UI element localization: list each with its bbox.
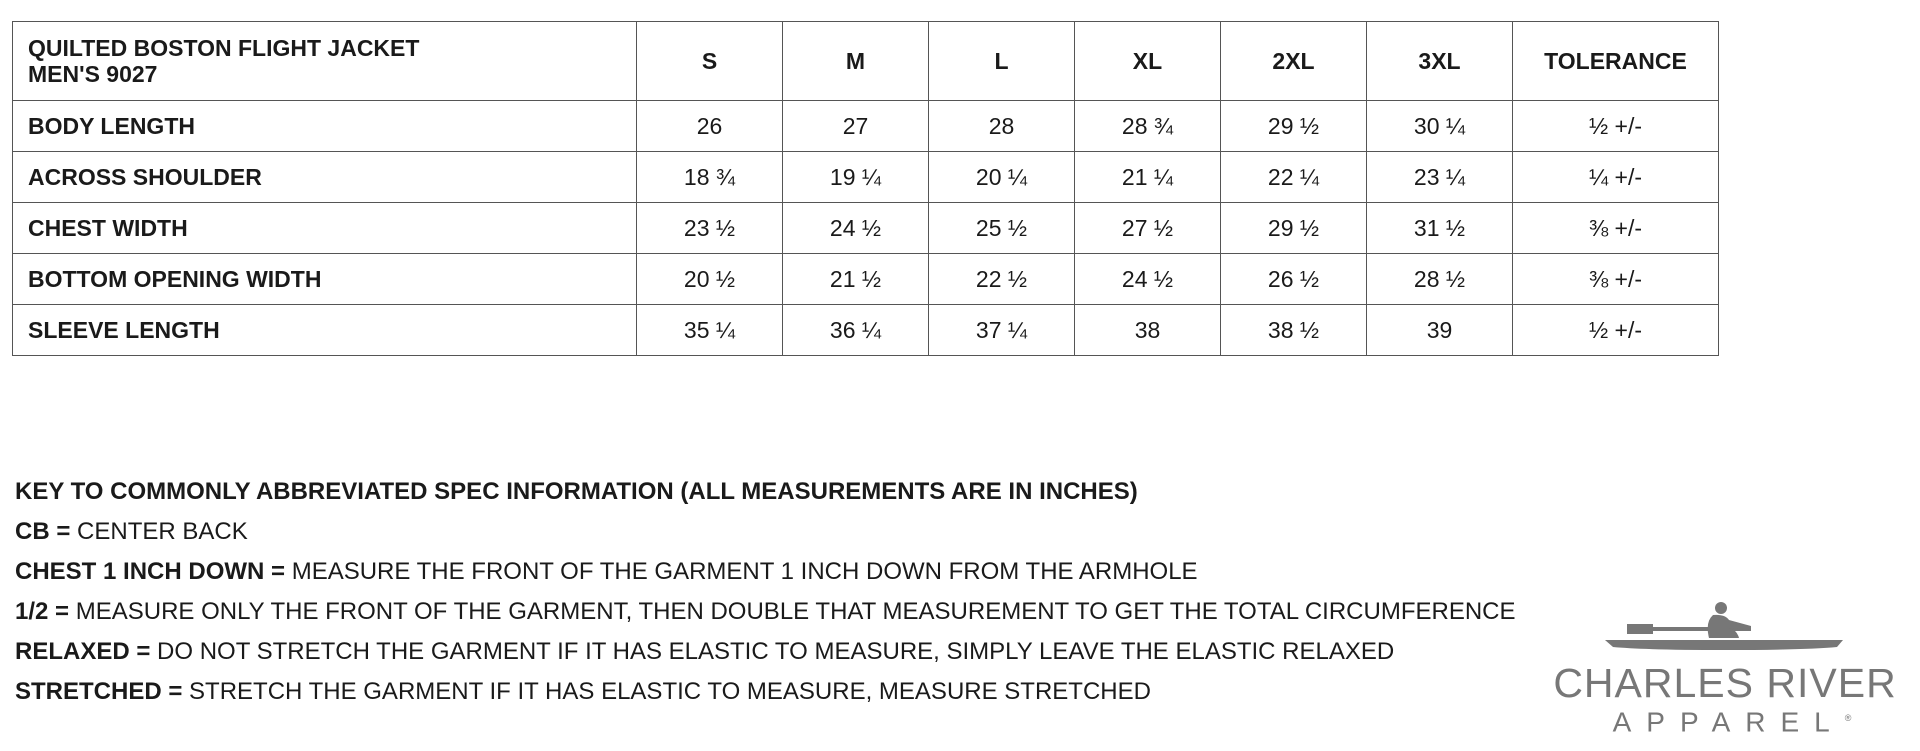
tolerance-header: TOLERANCE xyxy=(1512,21,1719,101)
size-header-3xl: 3XL xyxy=(1366,21,1513,101)
size-header-xl: XL xyxy=(1074,21,1221,101)
row-label: CHEST WIDTH xyxy=(12,202,637,254)
product-title: QUILTED BOSTON FLIGHT JACKET MEN'S 9027 xyxy=(12,21,637,101)
size-spec-table: QUILTED BOSTON FLIGHT JACKET MEN'S 9027 S… xyxy=(12,21,1719,356)
key-item: RELAXED = DO NOT STRETCH THE GARMENT IF … xyxy=(15,632,1516,672)
key-term: 1/2 = xyxy=(15,598,70,625)
row-label: ACROSS SHOULDER xyxy=(12,151,637,203)
cell: 26 xyxy=(636,100,783,152)
table-row: BOTTOM OPENING WIDTH 20 ½ 21 ½ 22 ½ 24 ½… xyxy=(12,253,1719,305)
cell: 27 ½ xyxy=(1074,202,1221,254)
tolerance-cell: ⅜ +/- xyxy=(1512,253,1719,305)
key-item: CHEST 1 INCH DOWN = MEASURE THE FRONT OF… xyxy=(15,552,1516,592)
tolerance-cell: ¼ +/- xyxy=(1512,151,1719,203)
cell: 21 ½ xyxy=(782,253,929,305)
key-title: KEY TO COMMONLY ABBREVIATED SPEC INFORMA… xyxy=(15,478,1138,505)
key-definition: CENTER BACK xyxy=(70,518,248,545)
logo-line1: CHARLES RIVER xyxy=(1553,660,1897,706)
table-row: ACROSS SHOULDER 18 ¾ 19 ¼ 20 ¼ 21 ¼ 22 ¼… xyxy=(12,151,1719,203)
cell: 30 ¼ xyxy=(1366,100,1513,152)
size-header-s: S xyxy=(636,21,783,101)
abbreviation-key: KEY TO COMMONLY ABBREVIATED SPEC INFORMA… xyxy=(15,472,1516,712)
cell: 24 ½ xyxy=(1074,253,1221,305)
rower-boat-icon xyxy=(1605,602,1843,650)
cell: 25 ½ xyxy=(928,202,1075,254)
product-style: MEN'S 9027 xyxy=(28,61,158,87)
cell: 28 ¾ xyxy=(1074,100,1221,152)
key-definition: STRETCH THE GARMENT IF IT HAS ELASTIC TO… xyxy=(182,678,1151,705)
cell: 20 ½ xyxy=(636,253,783,305)
tolerance-cell: ½ +/- xyxy=(1512,100,1719,152)
cell: 20 ¼ xyxy=(928,151,1075,203)
cell: 22 ¼ xyxy=(1220,151,1367,203)
charles-river-logo: CHARLES RIVER APPAREL® xyxy=(1550,600,1900,740)
cell: 23 ¼ xyxy=(1366,151,1513,203)
row-label: BODY LENGTH xyxy=(12,100,637,152)
cell: 29 ½ xyxy=(1220,202,1367,254)
tolerance-cell: ⅜ +/- xyxy=(1512,202,1719,254)
row-label: SLEEVE LENGTH xyxy=(12,304,637,356)
table-row: CHEST WIDTH 23 ½ 24 ½ 25 ½ 27 ½ 29 ½ 31 … xyxy=(12,202,1719,254)
cell: 27 xyxy=(782,100,929,152)
size-header-m: M xyxy=(782,21,929,101)
cell: 35 ¼ xyxy=(636,304,783,356)
cell: 38 xyxy=(1074,304,1221,356)
cell: 18 ¾ xyxy=(636,151,783,203)
registered-mark: ® xyxy=(1844,713,1852,723)
cell: 36 ¼ xyxy=(782,304,929,356)
cell: 37 ¼ xyxy=(928,304,1075,356)
cell: 22 ½ xyxy=(928,253,1075,305)
logo-apparel: APPAREL xyxy=(1612,706,1845,738)
row-label: BOTTOM OPENING WIDTH xyxy=(12,253,637,305)
cell: 39 xyxy=(1366,304,1513,356)
size-header-l: L xyxy=(928,21,1075,101)
cell: 19 ¼ xyxy=(782,151,929,203)
cell: 24 ½ xyxy=(782,202,929,254)
product-name: QUILTED BOSTON FLIGHT JACKET xyxy=(28,35,420,61)
table-row: SLEEVE LENGTH 35 ¼ 36 ¼ 37 ¼ 38 38 ½ 39 … xyxy=(12,304,1719,356)
key-item: CB = CENTER BACK xyxy=(15,512,1516,552)
table-header-row: QUILTED BOSTON FLIGHT JACKET MEN'S 9027 S… xyxy=(12,21,1719,101)
cell: 28 ½ xyxy=(1366,253,1513,305)
key-item: STRETCHED = STRETCH THE GARMENT IF IT HA… xyxy=(15,672,1516,712)
key-definition: MEASURE THE FRONT OF THE GARMENT 1 INCH … xyxy=(285,558,1198,585)
cell: 31 ½ xyxy=(1366,202,1513,254)
cell: 29 ½ xyxy=(1220,100,1367,152)
key-definition: DO NOT STRETCH THE GARMENT IF IT HAS ELA… xyxy=(150,638,1395,665)
key-item: 1/2 = MEASURE ONLY THE FRONT OF THE GARM… xyxy=(15,592,1516,632)
cell: 23 ½ xyxy=(636,202,783,254)
table-row: BODY LENGTH 26 27 28 28 ¾ 29 ½ 30 ¼ ½ +/… xyxy=(12,100,1719,152)
cell: 38 ½ xyxy=(1220,304,1367,356)
key-term: CHEST 1 INCH DOWN = xyxy=(15,558,286,585)
key-term: RELAXED = xyxy=(15,638,151,665)
key-term: CB = xyxy=(15,518,71,545)
tolerance-cell: ½ +/- xyxy=(1512,304,1719,356)
logo-line2: APPAREL® xyxy=(1550,704,1900,736)
cell: 21 ¼ xyxy=(1074,151,1221,203)
size-header-2xl: 2XL xyxy=(1220,21,1367,101)
cell: 28 xyxy=(928,100,1075,152)
key-definition: MEASURE ONLY THE FRONT OF THE GARMENT, T… xyxy=(69,598,1516,625)
key-term: STRETCHED = xyxy=(15,678,183,705)
cell: 26 ½ xyxy=(1220,253,1367,305)
